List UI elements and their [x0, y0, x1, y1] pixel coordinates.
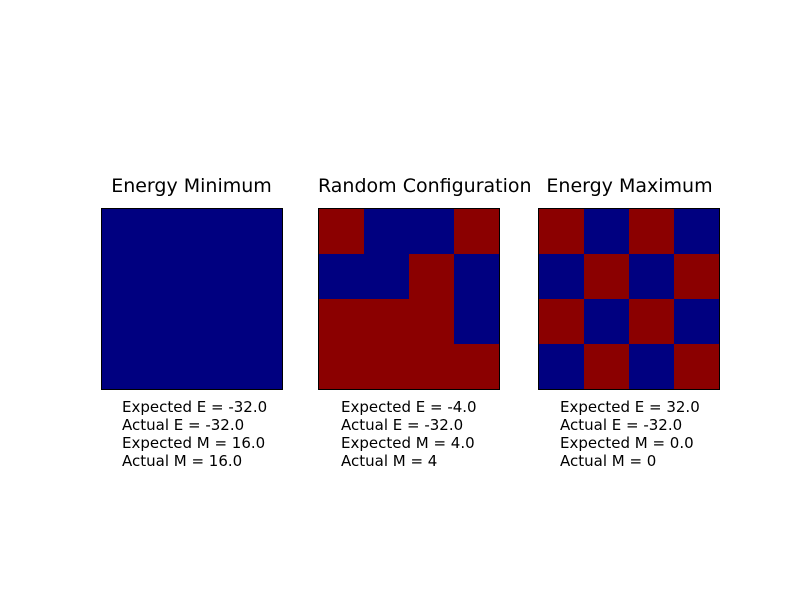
stat-expected-e: Expected E = 32.0	[560, 398, 700, 416]
spin-cell-blue	[539, 344, 584, 389]
spin-cell-red	[364, 344, 409, 389]
spin-cell-blue	[629, 344, 674, 389]
stat-actual-e: Actual E = -32.0	[122, 416, 245, 434]
spin-cell-blue	[674, 299, 719, 344]
spin-cell-blue	[147, 209, 192, 254]
spin-cell-red	[409, 344, 454, 389]
spin-cell-red	[319, 299, 364, 344]
spin-cell-blue	[237, 344, 282, 389]
spin-cell-blue	[364, 209, 409, 254]
stat-actual-e: Actual E = -32.0	[341, 416, 464, 434]
spin-cell-blue	[454, 254, 499, 299]
spin-cell-blue	[147, 254, 192, 299]
spin-cell-blue	[102, 254, 147, 299]
spin-cell-red	[539, 299, 584, 344]
panel-title-energy-minimum: Energy Minimum	[111, 175, 272, 197]
spin-cell-blue	[629, 254, 674, 299]
spin-cell-blue	[539, 254, 584, 299]
stat-actual-e: Actual E = -32.0	[560, 416, 683, 434]
spin-cell-red	[674, 344, 719, 389]
spin-cell-red	[319, 344, 364, 389]
spin-cell-red	[409, 299, 454, 344]
spin-cell-blue	[192, 299, 237, 344]
spin-cell-blue	[237, 209, 282, 254]
panel-title-random-configuration: Random Configuration	[318, 175, 532, 197]
spin-cell-red	[674, 254, 719, 299]
panel-title-energy-maximum: Energy Maximum	[546, 175, 713, 197]
stat-actual-m: Actual M = 4	[341, 452, 438, 470]
spin-grid-energy-minimum	[101, 208, 283, 390]
stat-expected-m: Expected M = 4.0	[341, 434, 475, 452]
spin-cell-blue	[584, 209, 629, 254]
stat-expected-m: Expected M = 16.0	[122, 434, 266, 452]
stats-block-energy-maximum: Expected E = 32.0 Actual E = -32.0 Expec…	[560, 398, 700, 470]
spin-cell-blue	[454, 299, 499, 344]
stats-block-random-configuration: Expected E = -4.0 Actual E = -32.0 Expec…	[341, 398, 477, 470]
spin-cell-blue	[319, 254, 364, 299]
spin-cell-blue	[364, 254, 409, 299]
stats-block-energy-minimum: Expected E = -32.0 Actual E = -32.0 Expe…	[122, 398, 267, 470]
spin-cell-red	[454, 209, 499, 254]
spin-cell-red	[584, 254, 629, 299]
stat-actual-m: Actual M = 0	[560, 452, 657, 470]
spin-cell-blue	[237, 254, 282, 299]
spin-cell-blue	[147, 344, 192, 389]
spin-cell-blue	[147, 299, 192, 344]
spin-cell-blue	[102, 209, 147, 254]
spin-cell-blue	[192, 344, 237, 389]
spin-grid-energy-maximum	[538, 208, 720, 390]
stat-actual-m: Actual M = 16.0	[122, 452, 243, 470]
spin-cell-red	[584, 344, 629, 389]
spin-cell-red	[454, 344, 499, 389]
stat-expected-e: Expected E = -4.0	[341, 398, 477, 416]
spin-cell-blue	[102, 344, 147, 389]
spin-cell-blue	[192, 209, 237, 254]
spin-cell-red	[409, 254, 454, 299]
spin-cell-blue	[237, 299, 282, 344]
stat-expected-e: Expected E = -32.0	[122, 398, 268, 416]
stat-expected-m: Expected M = 0.0	[560, 434, 694, 452]
spin-cell-blue	[584, 299, 629, 344]
spin-cell-red	[319, 209, 364, 254]
spin-cell-red	[629, 299, 674, 344]
spin-cell-red	[539, 209, 584, 254]
spin-cell-blue	[102, 299, 147, 344]
spin-grid-random-configuration	[318, 208, 500, 390]
spin-cell-red	[629, 209, 674, 254]
spin-cell-blue	[409, 209, 454, 254]
spin-cell-blue	[674, 209, 719, 254]
spin-cell-blue	[192, 254, 237, 299]
spin-cell-red	[364, 299, 409, 344]
